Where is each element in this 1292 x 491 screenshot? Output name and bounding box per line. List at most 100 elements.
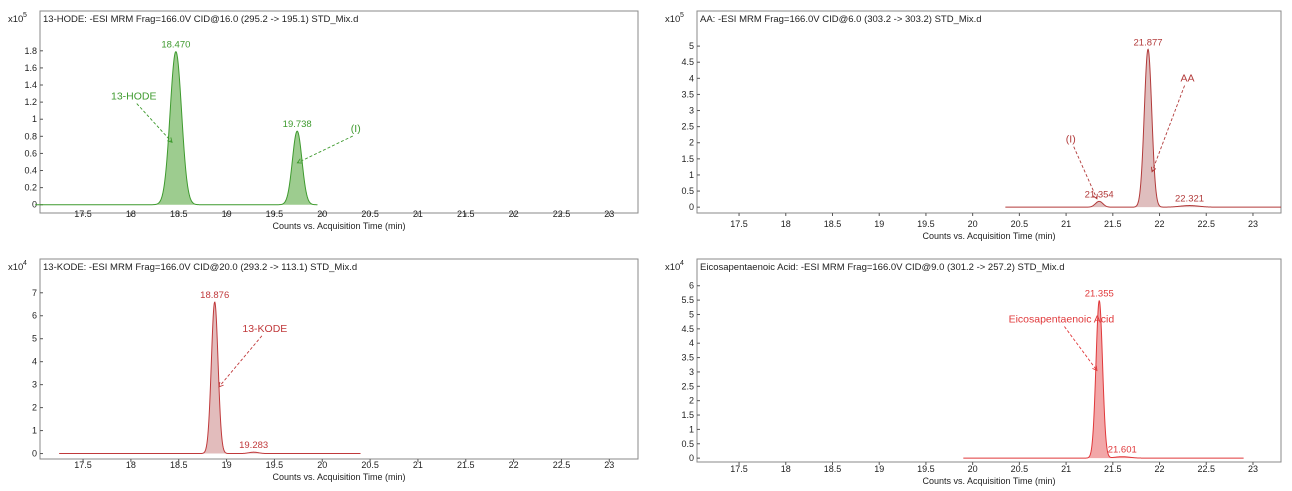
peak-label: 21.877 — [1134, 37, 1163, 48]
y-tick-label: 1 — [689, 170, 694, 180]
annotation-arrow — [1151, 85, 1185, 172]
x-tick-label: 21 — [413, 460, 423, 470]
chart-title: Eicosapentaenoic Acid: -ESI MRM Frag=166… — [700, 262, 1064, 273]
y-tick-label: 3 — [689, 106, 694, 116]
y-tick-label: 4.5 — [681, 57, 694, 67]
y-tick-label: 0 — [32, 200, 37, 210]
y-tick-label: 3 — [689, 367, 694, 377]
x-tick-label: 19 — [222, 209, 232, 219]
x-tick-label: 20 — [968, 219, 978, 229]
plot-frame — [39, 10, 639, 214]
arrow-head — [1092, 193, 1098, 200]
y-tick-label: 7 — [32, 288, 37, 298]
x-tick-label: 18 — [781, 464, 791, 474]
x-tick-label: 22 — [509, 460, 519, 470]
y-tick-label: 0.4 — [24, 166, 37, 176]
peak-label: 21.354 — [1085, 189, 1114, 200]
plot-frame — [39, 258, 639, 460]
x-tick-label: 22 — [1155, 464, 1165, 474]
chromatogram-panel: AA: -ESI MRM Frag=166.0V CID@6.0 (303.2 … — [665, 10, 1282, 241]
y-tick-label: 0.2 — [24, 183, 37, 193]
y-tick-label: 2 — [689, 138, 694, 148]
x-tick-label: 19.5 — [917, 219, 935, 229]
x-tick-label: 22.5 — [1197, 464, 1215, 474]
y-tick-label: 1.5 — [681, 410, 694, 420]
annotation-arrow — [297, 135, 353, 164]
y-scale-label: x10 — [665, 262, 680, 273]
trace-line — [1005, 48, 1281, 208]
x-tick-label: 20.5 — [361, 209, 379, 219]
y-tick-label: 4 — [689, 73, 694, 83]
trace-line — [963, 300, 1244, 459]
y-tick-label: 6 — [32, 311, 37, 321]
y-scale-label: x10 — [665, 14, 680, 25]
x-tick-label: 17.5 — [74, 209, 92, 219]
peak-label: 19.283 — [239, 440, 268, 451]
annotation-arrow — [1064, 326, 1098, 371]
y-tick-label: 2.5 — [681, 381, 694, 391]
x-tick-label: 20.5 — [361, 460, 379, 470]
compound-annotation: (I) — [1066, 134, 1076, 146]
y-tick-label: 0 — [32, 449, 37, 459]
annotation-arrow — [218, 335, 263, 388]
y-tick-label: 1.4 — [24, 80, 37, 90]
y-tick-label: 3 — [32, 380, 37, 390]
y-scale-exponent: 4 — [680, 260, 684, 267]
y-tick-label: 0 — [689, 202, 694, 212]
y-tick-label: 1.5 — [681, 154, 694, 164]
compound-annotation: AA — [1181, 73, 1195, 85]
y-tick-label: 2.5 — [681, 122, 694, 132]
chromatogram-panel: 13-HODE: -ESI MRM Frag=166.0V CID@16.0 (… — [8, 10, 639, 231]
x-tick-label: 21 — [413, 209, 423, 219]
y-tick-label: 3.5 — [681, 353, 694, 363]
x-tick-label: 22.5 — [553, 460, 571, 470]
y-tick-label: 5 — [689, 309, 694, 319]
x-tick-label: 20.5 — [1011, 464, 1029, 474]
arrow-head — [1092, 365, 1098, 372]
x-tick-label: 17.5 — [730, 219, 748, 229]
chromatogram-panel: 13-KODE: -ESI MRM Frag=166.0V CID@20.0 (… — [8, 258, 639, 482]
x-tick-label: 21.5 — [457, 460, 475, 470]
compound-annotation: 13-KODE — [242, 323, 287, 335]
y-scale-label: x10 — [8, 262, 23, 273]
y-tick-label: 0.5 — [681, 186, 694, 196]
y-tick-label: 5.5 — [681, 295, 694, 305]
x-tick-label: 18 — [126, 209, 136, 219]
x-tick-label: 21 — [1061, 464, 1071, 474]
plot-frame — [696, 258, 1282, 463]
arrow-head — [218, 381, 224, 388]
x-tick-label: 22 — [1155, 219, 1165, 229]
y-tick-label: 1 — [32, 426, 37, 436]
peak-area — [59, 302, 361, 454]
trace-line — [59, 301, 361, 455]
x-tick-label: 19.5 — [917, 464, 935, 474]
y-tick-label: 4 — [689, 338, 694, 348]
x-tick-label: 20.5 — [1011, 219, 1029, 229]
peak-area — [1005, 49, 1281, 208]
y-scale-exponent: 4 — [23, 260, 27, 267]
chart-title: AA: -ESI MRM Frag=166.0V CID@6.0 (303.2 … — [700, 14, 982, 25]
x-tick-label: 19 — [874, 219, 884, 229]
peak-label: 21.355 — [1085, 289, 1114, 300]
plot-frame — [696, 10, 1282, 214]
y-tick-label: 1 — [32, 114, 37, 124]
peak-area — [35, 51, 318, 205]
peak-label: 18.470 — [161, 40, 190, 51]
peak-area — [963, 300, 1244, 459]
x-tick-label: 18.5 — [170, 460, 188, 470]
x-tick-label: 17.5 — [730, 464, 748, 474]
peak-label: 19.738 — [283, 119, 312, 130]
x-tick-label: 23 — [1248, 219, 1258, 229]
x-tick-label: 21.5 — [457, 209, 475, 219]
chart-title: 13-HODE: -ESI MRM Frag=166.0V CID@16.0 (… — [43, 14, 358, 25]
y-tick-label: 1.8 — [24, 46, 37, 56]
x-tick-label: 20 — [317, 209, 327, 219]
x-tick-label: 18 — [126, 460, 136, 470]
y-tick-label: 0.6 — [24, 148, 37, 158]
y-tick-label: 4 — [32, 357, 37, 367]
y-tick-label: 4.5 — [681, 324, 694, 334]
x-tick-label: 21.5 — [1104, 464, 1122, 474]
compound-annotation: 13-HODE — [111, 91, 157, 103]
peak-label: 22.321 — [1175, 194, 1204, 205]
